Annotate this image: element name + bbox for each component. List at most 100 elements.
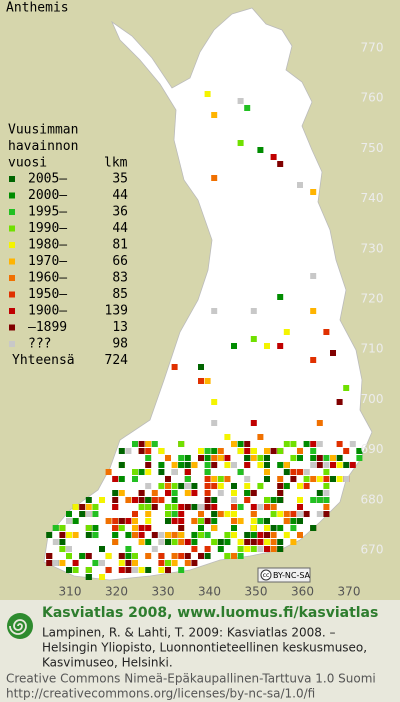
legend-count: 83 xyxy=(112,271,128,286)
grid-square xyxy=(171,490,178,496)
grid-square xyxy=(151,532,158,538)
grid-square xyxy=(250,448,257,454)
grid-square xyxy=(250,539,257,545)
grid-square xyxy=(204,91,211,97)
grid-square xyxy=(204,497,211,503)
grid-square xyxy=(316,455,323,461)
grid-square xyxy=(138,539,145,545)
grid-square xyxy=(158,532,165,538)
grid-square xyxy=(250,420,257,426)
grid-square xyxy=(198,448,204,454)
east-label: 330 xyxy=(152,585,175,599)
grid-square xyxy=(99,497,105,503)
grid-square xyxy=(224,462,231,468)
grid-square xyxy=(165,504,171,510)
north-label: 750 xyxy=(361,141,384,155)
grid-square xyxy=(250,511,257,517)
grid-square xyxy=(99,574,105,580)
grid-square xyxy=(237,518,244,524)
grid-square xyxy=(336,476,343,482)
grid-square xyxy=(145,511,152,517)
grid-square xyxy=(303,476,310,482)
grid-square xyxy=(290,441,297,447)
grid-square xyxy=(257,504,264,510)
grid-square xyxy=(79,511,86,517)
grid-square xyxy=(270,539,277,545)
grid-square xyxy=(250,518,257,524)
grid-square xyxy=(165,518,171,524)
grid-square xyxy=(132,560,138,566)
grid-square xyxy=(323,497,330,503)
grid-square xyxy=(231,532,237,538)
grid-square xyxy=(211,518,218,524)
grid-square xyxy=(231,497,237,503)
grid-square xyxy=(184,504,191,510)
observation-squares xyxy=(46,91,363,580)
grid-square xyxy=(191,504,198,510)
grid-square xyxy=(118,560,125,566)
grid-square xyxy=(316,490,323,496)
grid-square xyxy=(231,504,237,510)
grid-square xyxy=(257,434,264,440)
grid-square xyxy=(217,511,224,517)
grid-square xyxy=(105,567,112,573)
grid-square xyxy=(231,462,237,468)
legend-swatch xyxy=(9,308,15,314)
grid-square xyxy=(145,455,152,461)
grid-square xyxy=(178,511,185,517)
grid-square xyxy=(66,553,72,559)
grid-square xyxy=(99,560,105,566)
grid-square xyxy=(250,490,257,496)
grid-square xyxy=(250,455,257,461)
north-label: 740 xyxy=(361,191,384,205)
grid-square xyxy=(211,483,218,489)
grid-square xyxy=(270,448,277,454)
grid-square xyxy=(323,511,330,517)
grid-square xyxy=(310,497,317,503)
grid-square xyxy=(138,469,145,475)
legend-swatch xyxy=(9,176,15,182)
grid-square xyxy=(237,553,244,559)
east-label: 360 xyxy=(291,585,314,599)
grid-square xyxy=(264,525,270,531)
grid-square xyxy=(198,553,204,559)
grid-square xyxy=(290,511,297,517)
finland-outline xyxy=(43,7,373,581)
grid-square xyxy=(138,525,145,531)
grid-square xyxy=(297,469,303,475)
grid-square xyxy=(198,364,204,370)
grid-square xyxy=(145,469,152,475)
grid-square xyxy=(52,525,59,531)
grid-square xyxy=(204,518,211,524)
grid-square xyxy=(323,476,330,482)
grid-square xyxy=(118,462,125,468)
north-label: 770 xyxy=(361,41,384,55)
grid-square xyxy=(178,567,185,573)
grid-square xyxy=(85,504,92,510)
grid-square xyxy=(297,497,303,503)
grid-square xyxy=(211,462,218,468)
grid-square xyxy=(244,476,251,482)
badge-icon xyxy=(260,569,272,581)
grid-square xyxy=(250,504,257,510)
grid-square xyxy=(112,525,119,531)
grid-square xyxy=(217,546,224,552)
legend-swatch xyxy=(9,324,15,331)
grid-square xyxy=(290,518,297,524)
grid-square xyxy=(257,147,264,153)
grid-square xyxy=(303,483,310,489)
legend-total-label: Yhteensä xyxy=(12,353,75,368)
grid-square xyxy=(264,343,270,349)
grid-square xyxy=(66,567,72,573)
grid-square xyxy=(145,539,152,545)
legend-label: –1899 xyxy=(28,320,67,335)
grid-square xyxy=(224,434,231,440)
grid-square xyxy=(224,476,231,482)
grid-square xyxy=(224,532,231,538)
grid-square xyxy=(145,497,152,503)
grid-square xyxy=(316,497,323,503)
grid-square xyxy=(297,532,303,538)
east-label: 350 xyxy=(245,585,268,599)
grid-square xyxy=(244,532,251,538)
